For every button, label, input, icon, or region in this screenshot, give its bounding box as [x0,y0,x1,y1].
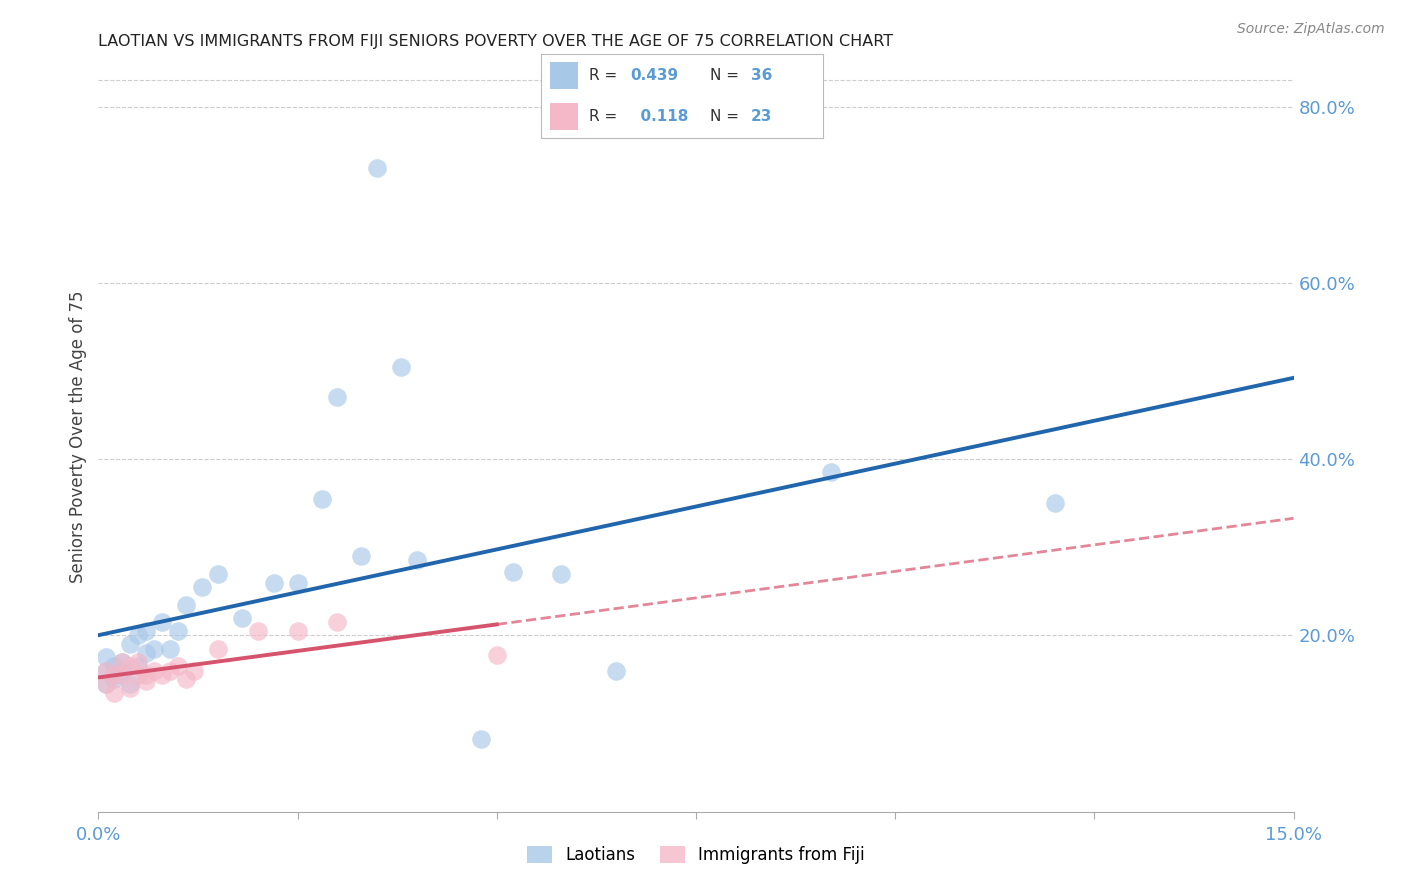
Point [143,664,166,678]
Point [150,668,173,682]
Point [311,491,333,506]
Bar [550,62,578,89]
Point [127,655,149,669]
Point [111,664,134,678]
Text: LAOTIAN VS IMMIGRANTS FROM FIJI SENIORS POVERTY OVER THE AGE OF 75 CORRELATION C: LAOTIAN VS IMMIGRANTS FROM FIJI SENIORS … [98,34,894,49]
Point [150,615,173,630]
Y-axis label: Seniors Poverty Over the Age of 75: Seniors Poverty Over the Age of 75 [69,291,87,583]
Point [103,659,125,673]
Point [485,648,508,662]
Point [350,549,373,563]
Point [167,624,190,638]
Point [96,677,118,691]
Point [96,664,118,678]
Point [96,664,118,678]
Point [143,641,166,656]
Point [96,650,118,665]
Text: N =: N = [710,109,744,124]
Point [159,641,181,656]
Point [120,681,142,696]
Point [111,655,134,669]
Legend: Laotians, Immigrants from Fiji: Laotians, Immigrants from Fiji [520,839,872,871]
Point [120,677,142,691]
Point [135,668,157,682]
Point [127,668,149,682]
Point [174,598,197,612]
Point [502,565,524,579]
Point [246,624,269,638]
Point [174,673,197,687]
Point [287,624,309,638]
Point [820,466,842,480]
Text: 0.118: 0.118 [630,109,689,124]
Text: N =: N = [710,68,744,83]
Point [389,359,412,374]
Bar [550,103,578,130]
Point [207,641,229,656]
Point [287,575,309,590]
Point [231,611,253,625]
Point [1043,496,1066,510]
Point [135,624,157,638]
Point [183,664,205,678]
Point [103,673,125,687]
Point [135,646,157,660]
Point [120,637,142,651]
Point [470,732,492,747]
Point [111,668,134,682]
Point [103,686,125,700]
Point [263,575,285,590]
Text: 0.439: 0.439 [630,68,678,83]
Text: R =: R = [589,68,623,83]
Text: 23: 23 [751,109,772,124]
Point [135,674,157,689]
Point [120,659,142,673]
Point [605,664,627,678]
Point [326,391,349,405]
Point [96,677,118,691]
Point [159,664,181,678]
Point [127,628,149,642]
Point [103,668,125,682]
Point [207,566,229,581]
Point [167,659,190,673]
Point [406,553,429,567]
Point [550,566,572,581]
Text: 36: 36 [751,68,772,83]
Point [127,659,149,673]
Point [191,580,214,594]
Point [103,668,125,682]
Point [111,655,134,669]
Text: R =: R = [589,109,623,124]
Text: Source: ZipAtlas.com: Source: ZipAtlas.com [1237,22,1385,37]
Point [366,161,388,176]
Point [326,615,349,630]
